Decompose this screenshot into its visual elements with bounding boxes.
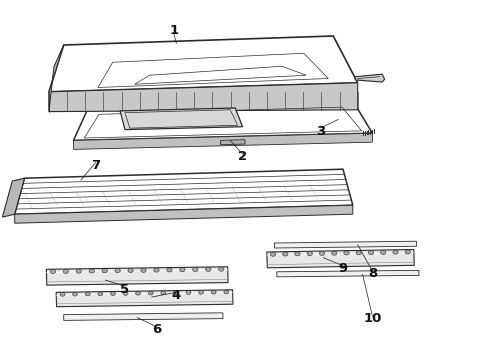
Polygon shape bbox=[56, 290, 233, 307]
Circle shape bbox=[381, 251, 386, 255]
Circle shape bbox=[344, 251, 349, 255]
Circle shape bbox=[270, 252, 276, 256]
Text: 1: 1 bbox=[170, 24, 178, 37]
Circle shape bbox=[167, 268, 172, 272]
Polygon shape bbox=[64, 313, 223, 320]
Polygon shape bbox=[49, 83, 358, 112]
Circle shape bbox=[193, 267, 198, 271]
Circle shape bbox=[283, 252, 288, 256]
Text: 3: 3 bbox=[317, 125, 325, 138]
Circle shape bbox=[206, 267, 211, 271]
Circle shape bbox=[219, 267, 224, 271]
Circle shape bbox=[307, 252, 313, 256]
Polygon shape bbox=[74, 101, 372, 140]
Circle shape bbox=[110, 292, 115, 296]
Text: 9: 9 bbox=[339, 262, 347, 275]
Circle shape bbox=[148, 291, 153, 295]
Text: 4: 4 bbox=[172, 289, 181, 302]
Polygon shape bbox=[355, 74, 385, 82]
Text: 6: 6 bbox=[152, 323, 161, 336]
Circle shape bbox=[141, 268, 146, 272]
Circle shape bbox=[115, 269, 121, 273]
Polygon shape bbox=[47, 267, 228, 285]
Circle shape bbox=[73, 292, 77, 296]
Polygon shape bbox=[49, 45, 64, 112]
Circle shape bbox=[180, 268, 185, 272]
Polygon shape bbox=[49, 36, 358, 92]
Circle shape bbox=[98, 292, 103, 296]
Polygon shape bbox=[277, 270, 419, 277]
Polygon shape bbox=[120, 108, 243, 130]
Circle shape bbox=[123, 292, 128, 295]
Circle shape bbox=[102, 269, 107, 273]
Circle shape bbox=[356, 251, 362, 255]
Polygon shape bbox=[267, 249, 415, 268]
Polygon shape bbox=[2, 178, 25, 217]
Circle shape bbox=[319, 251, 325, 255]
Polygon shape bbox=[74, 133, 372, 149]
Circle shape bbox=[405, 250, 411, 254]
Circle shape bbox=[154, 268, 159, 272]
Circle shape bbox=[332, 251, 337, 255]
Circle shape bbox=[224, 290, 229, 294]
Circle shape bbox=[211, 291, 216, 294]
Text: 7: 7 bbox=[91, 159, 100, 172]
Circle shape bbox=[295, 252, 300, 256]
Circle shape bbox=[63, 269, 69, 273]
Circle shape bbox=[50, 270, 55, 274]
Text: 2: 2 bbox=[238, 150, 247, 163]
Circle shape bbox=[161, 291, 166, 295]
Circle shape bbox=[173, 291, 178, 294]
Polygon shape bbox=[15, 205, 353, 223]
Circle shape bbox=[198, 291, 203, 294]
Circle shape bbox=[186, 291, 191, 294]
Circle shape bbox=[128, 269, 133, 273]
Text: 8: 8 bbox=[368, 267, 377, 280]
Polygon shape bbox=[220, 140, 245, 145]
Circle shape bbox=[85, 292, 90, 296]
Circle shape bbox=[89, 269, 95, 273]
Text: 10: 10 bbox=[363, 312, 382, 325]
Circle shape bbox=[368, 251, 374, 255]
Circle shape bbox=[393, 250, 398, 254]
Text: 5: 5 bbox=[121, 283, 129, 296]
Circle shape bbox=[60, 293, 65, 296]
Polygon shape bbox=[274, 241, 416, 248]
Polygon shape bbox=[15, 169, 353, 214]
Circle shape bbox=[136, 292, 141, 295]
Circle shape bbox=[76, 269, 81, 273]
